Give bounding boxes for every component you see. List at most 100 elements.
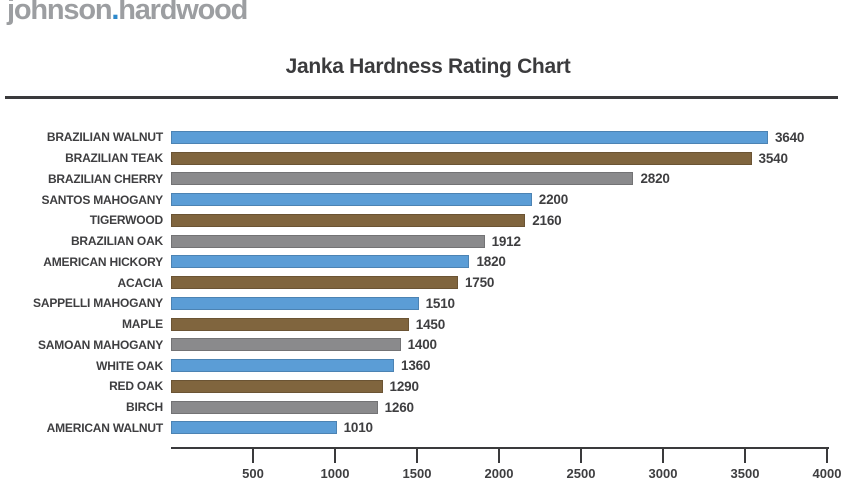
value-label: 1400 <box>407 337 437 353</box>
value-label: 1450 <box>415 316 446 332</box>
category-label: SAPPELLI MAHOGANY <box>33 296 163 311</box>
category-label: WHITE OAK <box>96 358 163 373</box>
chart-row: SAMOAN MAHOGANY 1400 <box>0 335 856 356</box>
bar-track: 1400 <box>171 337 856 352</box>
axis-tick <box>744 449 746 463</box>
bar-chart: BRAZILIAN WALNUT 3640 BRAZILIAN TEAK 3540 BR… <box>0 127 856 438</box>
category-label: BRAZILIAN WALNUT <box>46 130 163 145</box>
chart-row: BRAZILIAN TEAK 3540 <box>0 148 856 169</box>
bar <box>171 213 526 227</box>
category-label: BIRCH <box>126 400 163 415</box>
bar-track: 1820 <box>171 254 856 269</box>
category-label: SAMOAN MAHOGANY <box>38 337 163 352</box>
axis-tick <box>498 449 500 463</box>
chart-row: AMERICAN WALNUT 1010 <box>0 418 856 439</box>
bar-track: 2160 <box>171 213 856 228</box>
chart-row: WHITE OAK 1360 <box>0 355 856 376</box>
value-label: 1260 <box>384 399 414 415</box>
bar-track: 1360 <box>171 358 856 373</box>
category-label: BRAZILIAN CHERRY <box>47 171 163 186</box>
chart-row: AMERICAN HICKORY 1820 <box>0 252 856 273</box>
bar-track: 3540 <box>171 151 856 166</box>
value-label: 1750 <box>465 275 495 291</box>
axis-tick <box>580 449 582 463</box>
bar <box>171 255 470 269</box>
bar <box>171 338 401 352</box>
value-label: 1912 <box>491 233 521 249</box>
bar-track: 2820 <box>171 171 856 186</box>
chart-row: SANTOS MAHOGANY 2200 <box>0 189 856 210</box>
bar-track: 1750 <box>171 275 856 290</box>
value-label: 1290 <box>389 378 419 394</box>
value-label: 1360 <box>401 358 431 374</box>
chart-row: BRAZILIAN WALNUT 3640 <box>0 127 856 148</box>
value-label: 2820 <box>640 171 670 187</box>
axis-tick <box>826 449 828 463</box>
chart-row: RED OAK 1290 <box>0 376 856 397</box>
bar <box>171 317 409 331</box>
chart-row: SAPPELLI MAHOGANY 1510 <box>0 293 856 314</box>
value-label: 1820 <box>476 254 506 270</box>
chart-row: MAPLE 1450 <box>0 314 856 335</box>
bar-track: 1010 <box>171 420 856 435</box>
category-label: BRAZILIAN TEAK <box>65 151 163 166</box>
bar <box>171 151 752 165</box>
bar-track: 1450 <box>171 317 856 332</box>
logo-dot: . <box>111 0 119 26</box>
category-label: BRAZILIAN OAK <box>70 234 163 249</box>
bar-track: 1510 <box>171 296 856 311</box>
chart-row: BIRCH 1260 <box>0 397 856 418</box>
chart-row: BRAZILIAN CHERRY 2820 <box>0 169 856 190</box>
bar <box>171 193 532 207</box>
logo-word-hardwood: hardwood <box>118 0 248 26</box>
axis-tick <box>416 449 418 463</box>
bar <box>171 276 458 290</box>
axis-tick <box>334 449 336 463</box>
brand-logo: johnson.hardwood® <box>7 0 255 27</box>
bar-track: 1290 <box>171 379 856 394</box>
bar <box>171 296 419 310</box>
bar-track: 3640 <box>171 130 856 145</box>
axis-tick-label: 1500 <box>402 466 432 481</box>
bar <box>171 130 768 144</box>
bar <box>171 400 378 414</box>
bar-track: 1260 <box>171 400 856 415</box>
category-label: AMERICAN WALNUT <box>46 420 164 435</box>
x-axis-line <box>171 447 829 449</box>
category-label: AMERICAN HICKORY <box>43 254 163 269</box>
axis-tick-label: 3500 <box>730 466 760 481</box>
value-label: 2200 <box>538 192 569 208</box>
x-axis: 500 1000 1500 2000 2500 3000 3500 4000 <box>171 447 841 487</box>
category-label: ACACIA <box>117 275 164 290</box>
bar <box>171 379 383 393</box>
bar <box>171 234 485 248</box>
bar-track: 1912 <box>171 234 856 249</box>
axis-tick <box>252 449 254 463</box>
value-label: 1010 <box>343 420 373 436</box>
axis-tick-label: 500 <box>242 466 264 481</box>
bar <box>171 421 337 435</box>
chart-title: Janka Hardness Rating Chart <box>285 55 571 78</box>
title-divider <box>5 96 838 99</box>
value-label: 2160 <box>532 212 562 228</box>
logo-word-johnson: johnson <box>7 0 113 26</box>
chart-row: BRAZILIAN OAK 1912 <box>0 231 856 252</box>
axis-tick-label: 2500 <box>566 466 596 481</box>
value-label: 3640 <box>774 129 805 145</box>
bar <box>171 359 395 373</box>
axis-tick-label: 1000 <box>320 466 350 481</box>
bar-track: 2200 <box>171 192 856 207</box>
value-label: 3540 <box>758 150 788 166</box>
axis-tick-label: 2000 <box>484 466 514 481</box>
axis-tick-label: 3000 <box>648 466 678 481</box>
category-label: RED OAK <box>109 379 163 394</box>
category-label: TIGERWOOD <box>89 213 164 228</box>
category-label: SANTOS MAHOGANY <box>41 192 164 207</box>
axis-tick <box>662 449 664 463</box>
value-label: 1510 <box>425 295 455 311</box>
chart-row: ACACIA 1750 <box>0 272 856 293</box>
bar <box>171 172 634 186</box>
chart-row: TIGERWOOD 2160 <box>0 210 856 231</box>
category-label: MAPLE <box>121 317 163 332</box>
